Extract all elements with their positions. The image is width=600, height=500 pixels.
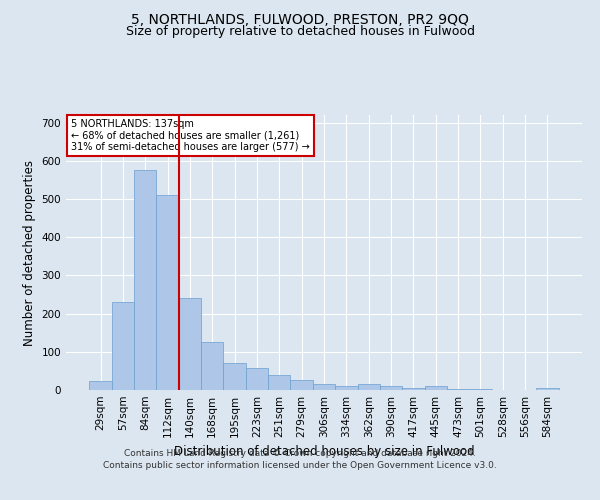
Bar — [380, 386, 402, 390]
Bar — [157, 195, 179, 390]
Bar — [201, 342, 223, 390]
Text: Contains HM Land Registry data © Crown copyright and database right 2024.: Contains HM Land Registry data © Crown c… — [124, 448, 476, 458]
Bar — [447, 389, 469, 390]
Text: Contains public sector information licensed under the Open Government Licence v3: Contains public sector information licen… — [103, 461, 497, 470]
Bar — [402, 388, 425, 390]
Text: 5, NORTHLANDS, FULWOOD, PRESTON, PR2 9QQ: 5, NORTHLANDS, FULWOOD, PRESTON, PR2 9QQ — [131, 12, 469, 26]
Text: Size of property relative to detached houses in Fulwood: Size of property relative to detached ho… — [125, 25, 475, 38]
Bar — [313, 384, 335, 390]
Bar — [425, 386, 447, 390]
Bar — [179, 298, 201, 390]
Bar — [134, 170, 157, 390]
Bar — [536, 388, 559, 390]
Bar — [223, 362, 246, 390]
Bar — [290, 380, 313, 390]
X-axis label: Distribution of detached houses by size in Fulwood: Distribution of detached houses by size … — [173, 446, 475, 458]
Bar — [268, 374, 290, 390]
Bar — [246, 368, 268, 390]
Bar — [335, 386, 358, 390]
Text: 5 NORTHLANDS: 137sqm
← 68% of detached houses are smaller (1,261)
31% of semi-de: 5 NORTHLANDS: 137sqm ← 68% of detached h… — [71, 119, 310, 152]
Bar — [112, 302, 134, 390]
Bar — [358, 384, 380, 390]
Bar — [469, 389, 491, 390]
Y-axis label: Number of detached properties: Number of detached properties — [23, 160, 36, 346]
Bar — [89, 381, 112, 390]
